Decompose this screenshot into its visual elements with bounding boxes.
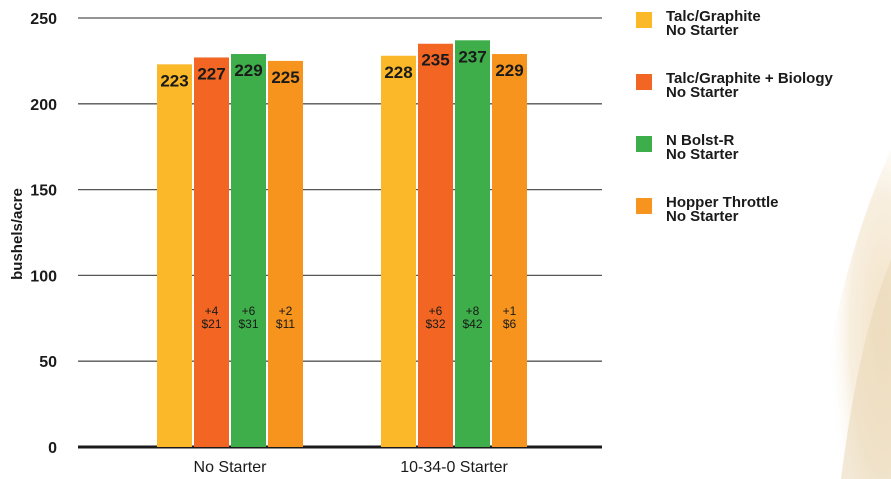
legend-item: Hopper Throttle No Starter (636, 194, 891, 236)
bar-gain-annotation: +1 (503, 304, 517, 318)
bar (268, 60, 303, 448)
legend-series-subtitle: No Starter (666, 22, 739, 39)
legend-item: N Bolst-R No Starter (636, 132, 891, 174)
legend-label: Talc/Graphite No Starter (666, 8, 761, 39)
legend-series-subtitle: No Starter (666, 208, 739, 225)
legend-swatch (636, 74, 652, 90)
legend-series-subtitle: No Starter (666, 84, 739, 101)
bar (157, 64, 192, 447)
bar (231, 54, 266, 447)
bar-gain-annotation: +8 (466, 304, 480, 318)
legend-label: Hopper Throttle No Starter (666, 194, 779, 225)
bar-gain-annotation: +4 (205, 304, 219, 318)
legend-swatch (636, 198, 652, 214)
bar (455, 40, 490, 448)
bars (157, 40, 527, 448)
legend-series-name: Talc/Graphite (666, 8, 761, 25)
y-tick-label: 200 (30, 97, 57, 114)
bar-value-label: 235 (421, 51, 449, 70)
bar-gain-annotation: +2 (279, 304, 293, 318)
x-category-label: No Starter (194, 459, 268, 476)
bar-dollar-annotation: $42 (462, 317, 482, 331)
y-tick-label: 0 (48, 440, 57, 457)
bar-value-label: 225 (271, 68, 299, 87)
bar-dollar-annotation: $32 (425, 317, 445, 331)
bar (492, 54, 527, 447)
bar-value-label: 237 (458, 47, 486, 66)
legend-swatch (636, 12, 652, 28)
value-labels: 223 227+4$21229+6$31225+2$11228235+6$3223… (160, 47, 523, 331)
bar-value-label: 227 (197, 64, 225, 83)
y-tick-label: 150 (30, 183, 57, 200)
bar (194, 57, 229, 448)
bar-dollar-annotation: $6 (503, 317, 517, 331)
legend-label: N Bolst-R No Starter (666, 132, 739, 163)
legend-series-name: Hopper Throttle (666, 194, 779, 211)
legend-item: Talc/Graphite + Biology No Starter (636, 70, 891, 112)
y-tick-labels: 0 50 100 150 200 250 (30, 11, 57, 457)
bar-value-label: 229 (234, 61, 262, 80)
legend: Talc/Graphite No Starter Talc/Graphite + B… (636, 8, 891, 258)
decorative-background-image (811, 150, 891, 479)
y-tick-label: 100 (30, 268, 57, 285)
y-axis-label: bushels/acre (9, 188, 26, 280)
bar (418, 43, 453, 448)
bar-value-label: 229 (495, 61, 523, 80)
bar-gain-annotation: +6 (242, 304, 256, 318)
legend-series-subtitle: No Starter (666, 146, 739, 163)
x-category-label: 10-34-0 Starter (400, 459, 508, 476)
bar-dollar-annotation: $21 (201, 317, 221, 331)
bar (381, 55, 416, 447)
bar-value-label: 228 (384, 63, 412, 82)
legend-series-name: Talc/Graphite + Biology (666, 70, 833, 87)
bar-gain-annotation: +6 (429, 304, 443, 318)
bar-dollar-annotation: $31 (238, 317, 258, 331)
legend-series-name: N Bolst-R (666, 132, 735, 149)
legend-label: Talc/Graphite + Biology No Starter (666, 70, 833, 101)
y-tick-label: 50 (39, 354, 57, 371)
x-category-labels: No Starter 10-34-0 Starter (194, 459, 509, 476)
bar-dollar-annotation: $11 (276, 317, 295, 331)
y-tick-label: 250 (30, 11, 57, 28)
legend-item: Talc/Graphite No Starter (636, 8, 891, 50)
legend-swatch (636, 136, 652, 152)
bar-value-label: 223 (160, 71, 188, 90)
